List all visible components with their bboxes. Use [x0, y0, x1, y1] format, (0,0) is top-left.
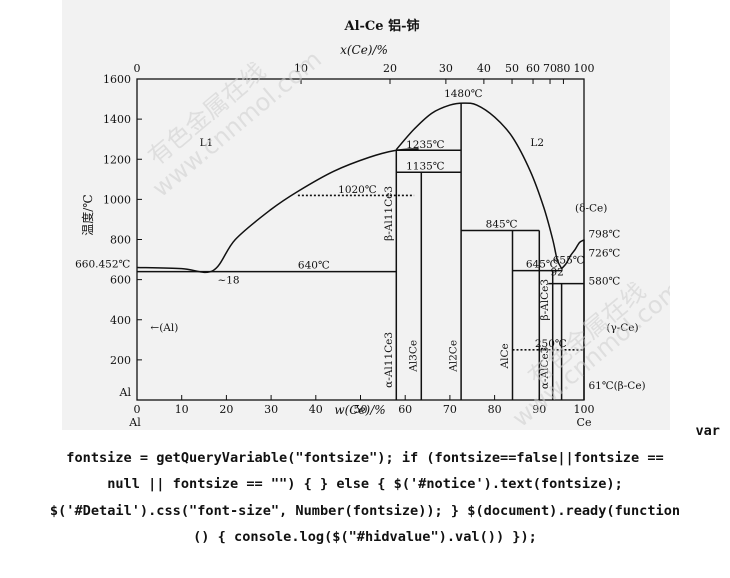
annotation-label: (γ-Ce) — [606, 322, 638, 334]
annotation-label: 655℃ — [553, 255, 585, 267]
code-line-1: var — [695, 423, 720, 439]
phase-label: AlCe — [499, 343, 511, 369]
annotation-label: ~18 — [217, 275, 239, 287]
annotation-label: ←(Al) — [150, 322, 178, 334]
annotation-label: 660.452℃ — [75, 259, 130, 271]
x2-tick-label: 100 — [574, 62, 595, 75]
annotation-label: 798℃ — [588, 228, 620, 240]
liquidus-right-curve — [561, 239, 585, 270]
liquidus-dome-curve — [395, 102, 563, 269]
right-end-label: Ce — [577, 416, 592, 429]
code-line-3: null || fontsize == "") { } else { $('#n… — [107, 476, 623, 492]
phase-label: Al2Ce — [448, 340, 460, 373]
phase-label: Al3Ce — [407, 340, 419, 373]
annotation-label: 1480℃ — [444, 88, 483, 100]
script-source-text: var fontsize = getQueryVariable("fontsiz… — [8, 418, 722, 551]
annotation-label: (δ-Ce) — [575, 202, 607, 214]
figure-title: Al-Ce 铝-铈 — [344, 18, 420, 34]
annotation-label: 640℃ — [298, 260, 330, 272]
x2-tick-label: 20 — [383, 62, 397, 75]
phase-label: β-AlCe3 — [539, 279, 551, 321]
x2-tick-label: 10 — [294, 62, 308, 75]
phase-label: α-AlCe3 — [539, 347, 551, 390]
code-line-4: $('#Detail').css("font-size", Number(fon… — [49, 502, 681, 519]
x-tick-label: 30 — [264, 403, 278, 416]
x-tick-label: 20 — [219, 403, 233, 416]
x-tick-label: 80 — [488, 403, 502, 416]
annotation-label: 61℃(β-Ce) — [588, 380, 645, 392]
bottom-axis-label: w(Ce)/% — [334, 403, 385, 417]
y-axis-label: 温度/℃ — [80, 194, 95, 235]
al-ce-phase-diagram: Al-Ce 铝-铈x(Ce)/%w(Ce)/%温度/℃2004006008001… — [75, 18, 670, 430]
x-tick-label: 70 — [443, 403, 457, 416]
y-tick-label: 200 — [110, 354, 131, 367]
y-zero-label: Al — [119, 386, 132, 399]
phase-diagram-figure: Al-Ce 铝-铈 x(Ce)/% w(Ce)/% 温度/℃ 200 400 600 800 1… — [62, 0, 670, 430]
annotation-label: L1 — [200, 137, 214, 149]
top-axis-label: x(Ce)/% — [340, 43, 388, 57]
annotation-label: 580℃ — [588, 276, 620, 288]
x-tick-label: 50 — [354, 403, 368, 416]
annotation-label: 250℃ — [535, 338, 567, 350]
y-tick-label: 600 — [110, 274, 131, 287]
y-tick-label: 1200 — [103, 153, 131, 166]
left-end-label: Al — [128, 416, 141, 429]
x-tick-label: 60 — [398, 403, 412, 416]
y-tick-label: 1400 — [103, 113, 131, 126]
y-tick-label: 1000 — [103, 193, 131, 206]
annotation-label: L2 — [530, 137, 544, 149]
x-tick-label: 10 — [175, 403, 189, 416]
phase-label: β-Al11Ce3 — [383, 186, 395, 241]
x-tick-label: 40 — [309, 403, 323, 416]
y-tick-label: 1600 — [103, 73, 131, 86]
x2-tick-label: 60 — [526, 62, 540, 75]
x2-tick-label: 40 — [477, 62, 491, 75]
y-tick-label: 400 — [110, 314, 131, 327]
code-line-2: fontsize = getQueryVariable("fontsize");… — [66, 449, 664, 466]
x2-tick-label: 0 — [134, 62, 141, 75]
x2-tick-label: 50 — [505, 62, 519, 75]
x-tick-label: 100 — [574, 403, 595, 416]
x-tick-label: 0 — [134, 403, 141, 416]
annotation-label: 726℃ — [588, 248, 620, 260]
x2-tick-label: 80 — [556, 62, 570, 75]
annotation-label: 645℃ — [526, 259, 558, 271]
annotation-label: 92 — [550, 267, 563, 279]
x2-tick-label: 70 — [543, 62, 557, 75]
x2-tick-label: 30 — [439, 62, 453, 75]
annotation-label: 1135℃ — [406, 160, 445, 172]
annotation-label: 845℃ — [486, 218, 518, 230]
phase-label: α-Al11Ce3 — [383, 332, 395, 388]
y-tick-label: 800 — [110, 234, 131, 247]
annotation-label: 1020℃ — [338, 184, 377, 196]
code-line-5: () { console.log($("#hidvalue").val()) }… — [193, 529, 537, 545]
annotation-label: 1235℃ — [406, 139, 445, 151]
x-tick-label: 90 — [532, 403, 546, 416]
